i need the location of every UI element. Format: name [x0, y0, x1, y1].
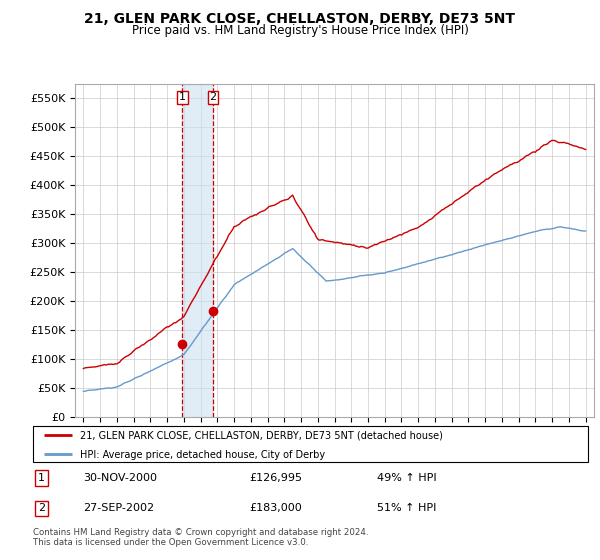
Text: Contains HM Land Registry data © Crown copyright and database right 2024.
This d: Contains HM Land Registry data © Crown c…: [33, 528, 368, 547]
Text: 30-NOV-2000: 30-NOV-2000: [83, 473, 157, 483]
Bar: [182, 84, 213, 417]
Text: 2: 2: [38, 503, 45, 514]
Text: 21, GLEN PARK CLOSE, CHELLASTON, DERBY, DE73 5NT: 21, GLEN PARK CLOSE, CHELLASTON, DERBY, …: [85, 12, 515, 26]
Text: 21, GLEN PARK CLOSE, CHELLASTON, DERBY, DE73 5NT (detached house): 21, GLEN PARK CLOSE, CHELLASTON, DERBY, …: [80, 431, 443, 440]
Text: £183,000: £183,000: [250, 503, 302, 514]
FancyBboxPatch shape: [33, 426, 588, 462]
Text: 51% ↑ HPI: 51% ↑ HPI: [377, 503, 436, 514]
Text: 27-SEP-2002: 27-SEP-2002: [83, 503, 154, 514]
Text: HPI: Average price, detached house, City of Derby: HPI: Average price, detached house, City…: [80, 450, 325, 460]
Text: Price paid vs. HM Land Registry's House Price Index (HPI): Price paid vs. HM Land Registry's House …: [131, 24, 469, 36]
Text: 2: 2: [209, 92, 217, 102]
Text: 1: 1: [38, 473, 45, 483]
Text: 49% ↑ HPI: 49% ↑ HPI: [377, 473, 437, 483]
Text: £126,995: £126,995: [250, 473, 302, 483]
Text: 1: 1: [179, 92, 186, 102]
